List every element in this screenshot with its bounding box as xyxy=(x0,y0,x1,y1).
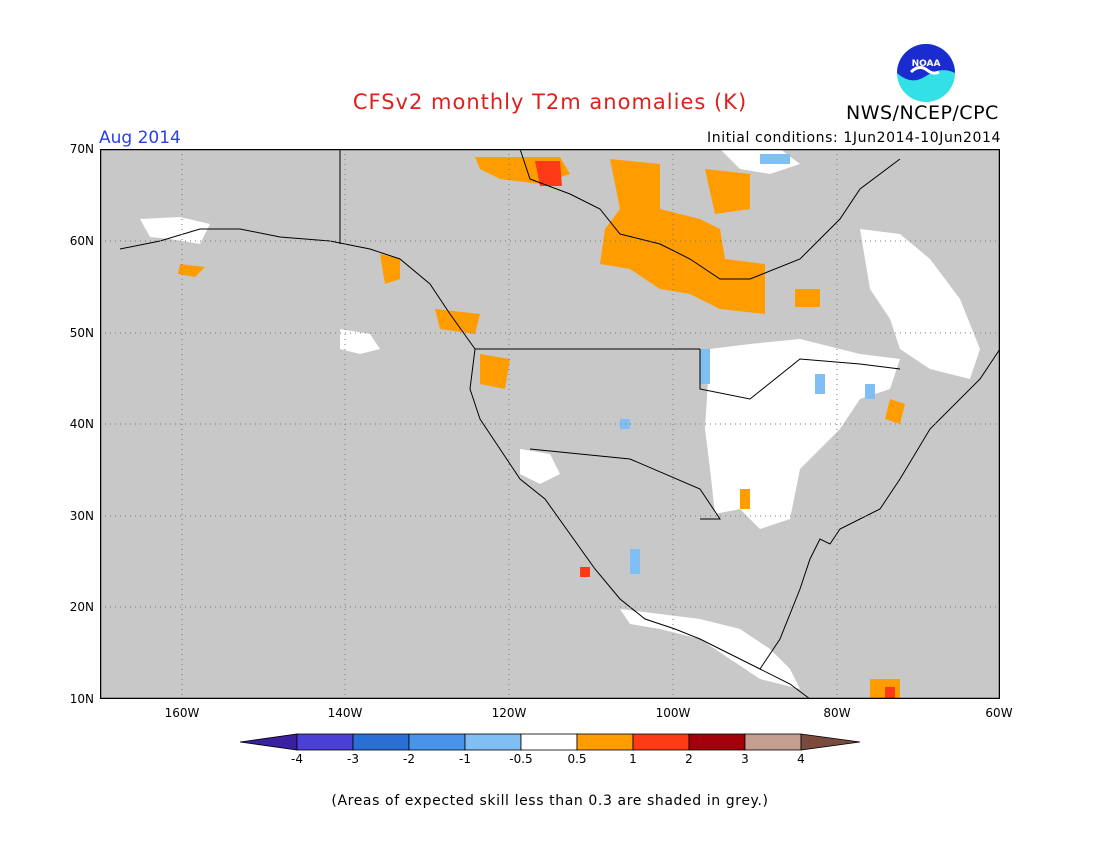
colorbar-bin xyxy=(520,733,578,751)
agency-label: NWS/NCEP/CPC xyxy=(846,102,999,124)
map-title: CFSv2 monthly T2m anomalies (K) xyxy=(352,90,748,114)
colorbar-label: -2 xyxy=(403,752,415,766)
lon-label-80w: 80W xyxy=(823,706,851,720)
lon-label-160w: 160W xyxy=(164,706,200,720)
colorbar-bin xyxy=(744,733,802,751)
strong-warm-anomaly-regions xyxy=(535,161,895,699)
lon-label-140w: 140W xyxy=(327,706,363,720)
colorbar-label: 1 xyxy=(629,752,637,766)
colorbar-label: -4 xyxy=(291,752,303,766)
lon-label-60w: 60W xyxy=(985,706,1013,720)
coastlines xyxy=(119,149,1000,699)
lat-label-10n: 10N xyxy=(69,692,94,706)
lat-label-70n: 70N xyxy=(69,142,94,156)
colorbar-bin xyxy=(632,733,690,751)
lat-label-40n: 40N xyxy=(69,417,94,431)
colorbar-bin xyxy=(576,733,634,751)
colorbar-label: 4 xyxy=(797,752,805,766)
colorbar-bin xyxy=(408,733,466,751)
white-land-regions xyxy=(140,149,980,689)
anomaly-map xyxy=(100,149,1000,699)
colorbar xyxy=(240,733,861,751)
lat-label-30n: 30N xyxy=(69,509,94,523)
lat-label-60n: 60N xyxy=(69,234,94,248)
map-frame xyxy=(100,149,1000,699)
cool-anomaly-regions xyxy=(620,154,875,574)
colorbar-label: -1 xyxy=(459,752,471,766)
lat-lon-grid xyxy=(100,149,1000,699)
colorbar-arrow-high xyxy=(800,733,861,751)
noaa-logo: NOAA xyxy=(897,44,955,102)
lat-label-50n: 50N xyxy=(69,326,94,340)
colorbar-bin xyxy=(352,733,410,751)
initial-conditions: Initial conditions: 1Jun2014-10Jun2014 xyxy=(707,130,1001,146)
colorbar-bin xyxy=(688,733,746,751)
forecast-month: Aug 2014 xyxy=(99,128,181,148)
colorbar-bin xyxy=(464,733,522,751)
logo-text: NOAA xyxy=(912,59,941,69)
colorbar-label: -3 xyxy=(347,752,359,766)
colorbar-label: 3 xyxy=(741,752,749,766)
skill-note: (Areas of expected skill less than 0.3 a… xyxy=(331,793,769,809)
lon-label-100w: 100W xyxy=(655,706,691,720)
lon-label-120w: 120W xyxy=(491,706,527,720)
colorbar-label: 0.5 xyxy=(567,752,587,766)
colorbar-label: -0.5 xyxy=(509,752,533,766)
lat-label-20n: 20N xyxy=(69,600,94,614)
colorbar-bin xyxy=(296,733,354,751)
colorbar-arrow-low xyxy=(240,733,298,751)
colorbar-label: 2 xyxy=(685,752,693,766)
